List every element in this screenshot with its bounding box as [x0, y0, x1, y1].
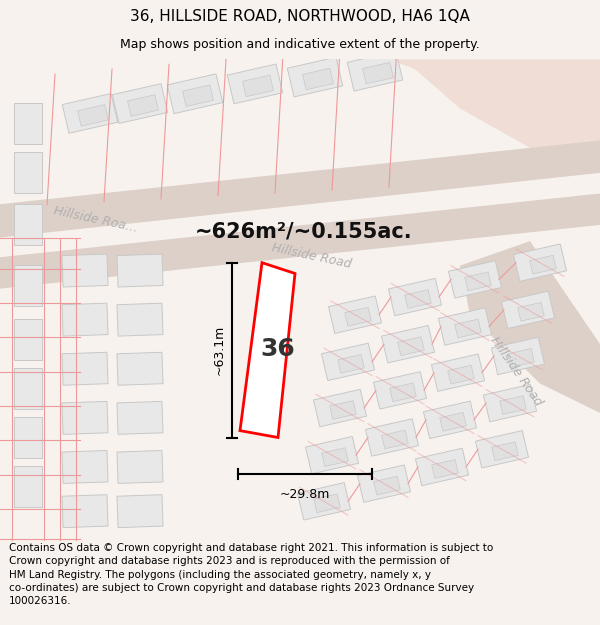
- Polygon shape: [405, 289, 431, 308]
- Polygon shape: [465, 272, 491, 291]
- Polygon shape: [500, 396, 526, 414]
- Polygon shape: [374, 476, 400, 495]
- Text: ~63.1m: ~63.1m: [213, 325, 226, 375]
- Polygon shape: [62, 254, 108, 287]
- Polygon shape: [440, 412, 466, 431]
- Polygon shape: [62, 94, 118, 133]
- Polygon shape: [302, 68, 334, 90]
- Polygon shape: [14, 204, 42, 245]
- Polygon shape: [382, 430, 408, 449]
- Polygon shape: [508, 349, 534, 368]
- Polygon shape: [298, 482, 350, 520]
- Text: Map shows position and indicative extent of the property.: Map shows position and indicative extent…: [120, 38, 480, 51]
- Polygon shape: [0, 140, 600, 238]
- Polygon shape: [62, 303, 108, 336]
- Text: ~29.8m: ~29.8m: [280, 488, 330, 501]
- Polygon shape: [415, 448, 469, 486]
- Polygon shape: [432, 459, 458, 478]
- Polygon shape: [328, 296, 382, 333]
- Polygon shape: [518, 302, 544, 321]
- Polygon shape: [322, 448, 348, 466]
- Polygon shape: [117, 494, 163, 528]
- Polygon shape: [460, 241, 600, 413]
- Polygon shape: [347, 51, 403, 91]
- Polygon shape: [491, 338, 545, 374]
- Text: Hillside Road: Hillside Road: [270, 241, 352, 271]
- Polygon shape: [62, 451, 108, 484]
- Polygon shape: [358, 465, 410, 503]
- Polygon shape: [373, 372, 427, 409]
- Polygon shape: [14, 319, 42, 360]
- Polygon shape: [448, 365, 474, 384]
- Polygon shape: [484, 384, 536, 422]
- Polygon shape: [14, 417, 42, 458]
- Polygon shape: [112, 84, 168, 124]
- Polygon shape: [305, 436, 359, 474]
- Text: 36: 36: [260, 337, 295, 361]
- Polygon shape: [14, 368, 42, 409]
- Polygon shape: [330, 401, 356, 419]
- Polygon shape: [390, 383, 416, 402]
- Polygon shape: [62, 494, 108, 528]
- Polygon shape: [0, 193, 600, 289]
- Polygon shape: [388, 278, 442, 316]
- Polygon shape: [167, 74, 223, 114]
- Polygon shape: [439, 308, 491, 345]
- Polygon shape: [448, 261, 502, 298]
- Text: Contains OS data © Crown copyright and database right 2021. This information is : Contains OS data © Crown copyright and d…: [9, 543, 493, 606]
- Text: Hillside Road: Hillside Road: [488, 335, 545, 409]
- Polygon shape: [128, 95, 158, 116]
- Polygon shape: [514, 244, 566, 281]
- Text: 36, HILLSIDE ROAD, NORTHWOOD, HA6 1QA: 36, HILLSIDE ROAD, NORTHWOOD, HA6 1QA: [130, 9, 470, 24]
- Text: ~626m²/~0.155ac.: ~626m²/~0.155ac.: [195, 221, 413, 241]
- Polygon shape: [492, 442, 518, 461]
- Polygon shape: [77, 104, 109, 126]
- Polygon shape: [117, 451, 163, 484]
- Polygon shape: [242, 75, 274, 97]
- Polygon shape: [117, 352, 163, 385]
- Polygon shape: [322, 343, 374, 381]
- Polygon shape: [227, 64, 283, 104]
- Polygon shape: [14, 466, 42, 508]
- Polygon shape: [314, 494, 340, 512]
- Polygon shape: [530, 255, 556, 274]
- Polygon shape: [313, 389, 367, 427]
- Polygon shape: [62, 352, 108, 385]
- Polygon shape: [475, 431, 529, 468]
- Polygon shape: [182, 85, 214, 106]
- Polygon shape: [117, 303, 163, 336]
- Polygon shape: [14, 152, 42, 193]
- Polygon shape: [365, 419, 419, 456]
- Polygon shape: [362, 62, 394, 84]
- Polygon shape: [424, 401, 476, 439]
- Polygon shape: [382, 326, 434, 363]
- Polygon shape: [338, 354, 364, 373]
- Polygon shape: [455, 319, 481, 338]
- Polygon shape: [117, 401, 163, 434]
- Polygon shape: [14, 102, 42, 144]
- Polygon shape: [240, 262, 295, 438]
- Polygon shape: [62, 401, 108, 434]
- Polygon shape: [117, 254, 163, 287]
- Polygon shape: [390, 59, 600, 172]
- Polygon shape: [502, 291, 554, 329]
- Polygon shape: [14, 264, 42, 306]
- Text: Hillside Roa…: Hillside Roa…: [52, 204, 139, 235]
- Polygon shape: [287, 57, 343, 97]
- Polygon shape: [345, 308, 371, 326]
- Polygon shape: [398, 337, 424, 356]
- Polygon shape: [431, 354, 485, 391]
